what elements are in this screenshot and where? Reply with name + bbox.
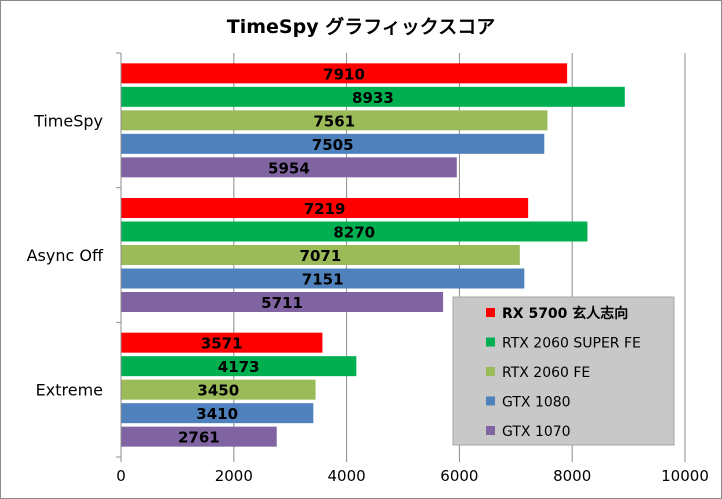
legend-label: GTX 1080 (502, 395, 571, 411)
bar (121, 403, 314, 424)
legend-box (452, 296, 675, 446)
data-label: 7151 (302, 271, 344, 289)
bar (121, 110, 548, 131)
bar (121, 221, 588, 242)
bar (121, 198, 529, 218)
legend-label: RTX 2060 FE (502, 365, 590, 381)
data-label: 3410 (196, 405, 238, 423)
data-label: 8270 (333, 224, 375, 242)
x-tick-label: 10000 (661, 467, 709, 485)
data-label: 7505 (312, 136, 354, 154)
bar (121, 63, 568, 84)
data-label: 7561 (313, 112, 355, 130)
data-label: 8933 (352, 89, 394, 107)
legend-label: RX 5700 玄人志向 (502, 305, 628, 322)
data-label: 5954 (268, 159, 310, 177)
bar (121, 356, 357, 377)
legend-label: RTX 2060 SUPER FE (502, 336, 641, 352)
data-label: 7219 (304, 200, 346, 218)
legend: RX 5700 玄人志向 RTX 2060 SUPER FE RTX 2060 FE… (452, 296, 675, 446)
x-tick-label: 8000 (553, 467, 591, 485)
bar (121, 157, 457, 178)
data-label: 7910 (323, 65, 365, 83)
bar (121, 133, 545, 154)
bar (121, 426, 277, 447)
axes: 0 2000 4000 6000 8000 10000 TimeSpy Async Off Ex… (27, 52, 709, 485)
x-tick-label: 2000 (215, 467, 253, 485)
legend-swatch (486, 308, 495, 317)
data-label: 4173 (218, 358, 260, 376)
data-label: 5711 (261, 294, 303, 312)
x-tick-label: 0 (116, 467, 126, 485)
data-label: 3450 (197, 382, 239, 400)
bar (121, 86, 625, 107)
data-label: 3571 (201, 335, 243, 353)
chart-title: TimeSpy グラフィックスコア (227, 15, 496, 38)
x-tick-label: 4000 (328, 467, 366, 485)
legend-swatch (486, 367, 495, 376)
data-label: 2761 (178, 429, 220, 447)
category-label: TimeSpy (33, 111, 103, 130)
legend-swatch (486, 396, 495, 406)
bar (121, 332, 323, 353)
legend-swatch (486, 426, 495, 435)
category-label: Extreme (36, 381, 103, 400)
bar (121, 268, 525, 289)
bar (121, 292, 444, 312)
legend-label: GTX 1070 (502, 424, 571, 440)
category-label: Async Off (27, 246, 104, 265)
x-tick-label: 6000 (440, 467, 478, 485)
legend-swatch (486, 337, 495, 347)
bar (121, 245, 520, 265)
bar (121, 379, 316, 400)
data-label: 7071 (300, 247, 342, 265)
